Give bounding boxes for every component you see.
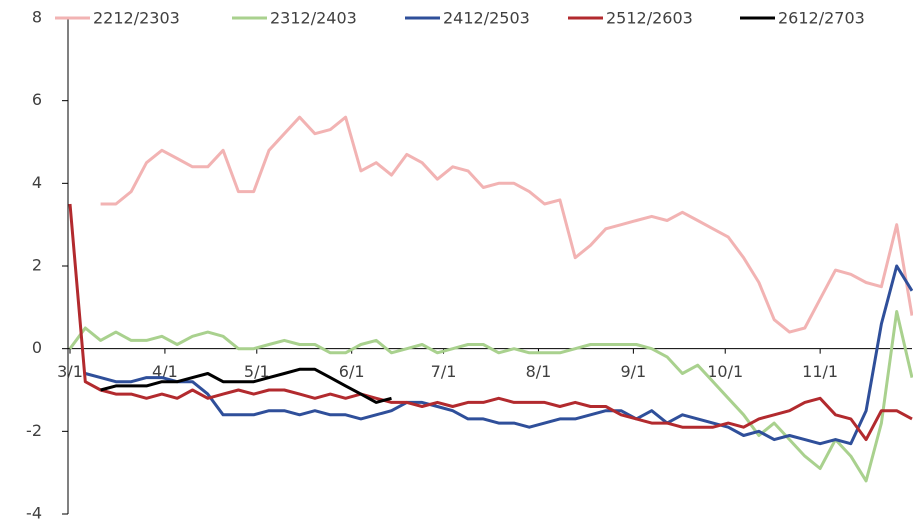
legend-label: 2512/2603 <box>606 9 693 28</box>
legend-label: 2412/2503 <box>443 9 530 28</box>
y-tick-label: 2 <box>32 256 42 275</box>
x-tick-label: 3/1 <box>57 362 83 381</box>
x-tick-label: 5/1 <box>244 362 270 381</box>
series-line <box>68 310 913 483</box>
x-tick-label: 11/1 <box>802 362 838 381</box>
legend-label: 2612/2703 <box>778 9 865 28</box>
legend-label: 2312/2403 <box>270 9 357 28</box>
x-tick-label: 8/1 <box>526 362 552 381</box>
y-tick-label: -4 <box>26 504 42 520</box>
y-tick-label: 4 <box>32 173 42 192</box>
series-line <box>100 115 913 334</box>
series-line <box>68 203 913 442</box>
x-tick-label: 10/1 <box>707 362 743 381</box>
x-tick-label: 9/1 <box>620 362 646 381</box>
x-tick-label: 6/1 <box>339 362 365 381</box>
y-tick-label: 8 <box>32 8 42 27</box>
legend-label: 2212/2303 <box>93 9 180 28</box>
y-tick-label: 0 <box>32 338 42 357</box>
series-line <box>84 264 913 446</box>
series-line <box>100 367 392 404</box>
y-tick-label: 6 <box>32 90 42 109</box>
y-tick-label: -2 <box>26 421 42 440</box>
x-tick-label: 7/1 <box>431 362 457 381</box>
